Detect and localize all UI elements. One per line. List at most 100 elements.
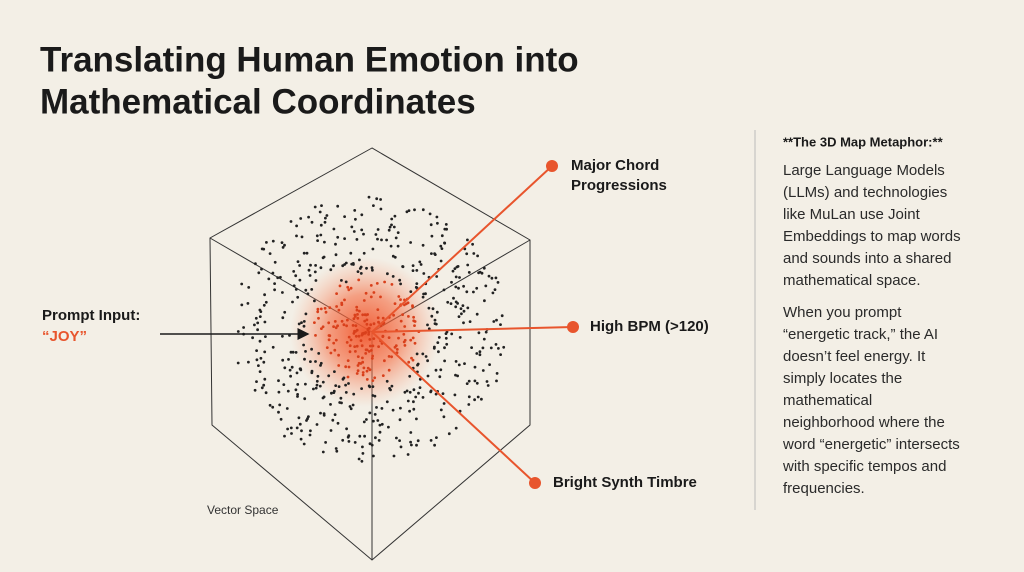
point xyxy=(349,338,353,342)
callout-line xyxy=(371,331,536,484)
point xyxy=(467,271,471,274)
point xyxy=(441,392,445,395)
space-label: Vector Space xyxy=(207,503,279,517)
point xyxy=(407,315,410,318)
point xyxy=(346,359,350,362)
point xyxy=(341,264,345,268)
point xyxy=(323,306,327,310)
point xyxy=(399,406,402,410)
point xyxy=(484,284,488,288)
point xyxy=(242,326,246,329)
point xyxy=(299,217,303,220)
point xyxy=(373,376,377,380)
point xyxy=(457,363,461,367)
point xyxy=(346,285,350,289)
point xyxy=(305,419,308,422)
point xyxy=(336,204,340,208)
point xyxy=(347,335,351,339)
point xyxy=(476,254,479,258)
point xyxy=(463,362,466,365)
point xyxy=(343,298,346,302)
point xyxy=(433,443,436,447)
point xyxy=(299,367,302,371)
point xyxy=(389,244,393,248)
point xyxy=(332,341,336,345)
point xyxy=(317,352,321,355)
point xyxy=(294,274,298,278)
point xyxy=(348,344,352,348)
sidebar-line: mathematical space. xyxy=(783,272,921,289)
point xyxy=(277,390,281,394)
point xyxy=(454,285,458,289)
point xyxy=(325,214,329,217)
point xyxy=(365,418,368,421)
point xyxy=(303,357,306,361)
point xyxy=(302,343,305,347)
point xyxy=(353,441,357,444)
sidebar-line: Embeddings to map words xyxy=(783,228,961,245)
point xyxy=(316,374,320,378)
point xyxy=(291,300,294,304)
point xyxy=(353,315,357,318)
point xyxy=(340,279,343,282)
point xyxy=(264,391,268,395)
point xyxy=(277,410,280,414)
callout-label: Bright Synth Timbre xyxy=(553,474,697,491)
point xyxy=(379,198,382,201)
point xyxy=(313,270,317,274)
point xyxy=(271,271,275,275)
point xyxy=(340,303,344,306)
point xyxy=(429,390,433,394)
point xyxy=(439,244,443,248)
point xyxy=(485,380,489,383)
point xyxy=(430,252,433,256)
point xyxy=(407,360,411,364)
sidebar-line: “energetic track,” the AI xyxy=(783,326,938,343)
point xyxy=(256,328,259,332)
point xyxy=(362,299,366,302)
point xyxy=(333,413,337,416)
point xyxy=(358,434,362,438)
point xyxy=(353,209,357,212)
point xyxy=(426,374,430,378)
point xyxy=(257,271,261,275)
point xyxy=(280,241,284,245)
point xyxy=(467,395,471,399)
point xyxy=(493,288,497,291)
point xyxy=(352,392,356,396)
point xyxy=(393,214,397,218)
point xyxy=(372,291,376,294)
point xyxy=(295,371,299,375)
point xyxy=(350,225,354,229)
point xyxy=(327,338,331,342)
point xyxy=(393,255,397,259)
point xyxy=(370,443,374,447)
point xyxy=(309,360,312,363)
point xyxy=(386,272,389,276)
point xyxy=(372,454,375,458)
point xyxy=(327,321,331,325)
point xyxy=(416,439,420,443)
point xyxy=(392,313,395,317)
point xyxy=(443,241,447,245)
point xyxy=(492,320,496,323)
point xyxy=(409,241,412,244)
point xyxy=(442,402,446,405)
point xyxy=(421,396,425,399)
point xyxy=(343,215,346,219)
point xyxy=(367,195,371,199)
point xyxy=(305,251,309,255)
point xyxy=(356,313,359,316)
point xyxy=(330,391,333,395)
point xyxy=(363,319,367,323)
point xyxy=(450,280,453,284)
point xyxy=(319,266,323,270)
point xyxy=(259,356,263,360)
point xyxy=(353,345,357,348)
point xyxy=(410,443,413,447)
point-cloud xyxy=(236,195,506,463)
point xyxy=(347,382,350,385)
point xyxy=(320,204,323,208)
point xyxy=(357,361,361,365)
point xyxy=(324,216,327,220)
